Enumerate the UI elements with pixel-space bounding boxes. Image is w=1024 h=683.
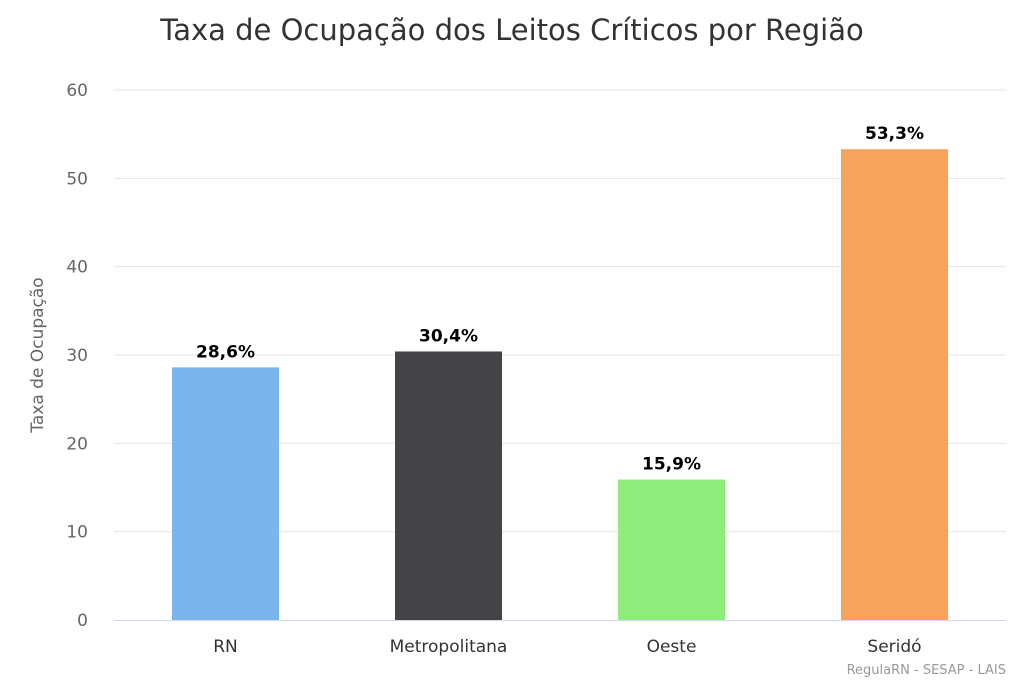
y-tick-label: 0 — [77, 611, 88, 631]
y-axis-label: Taxa de Ocupação — [28, 277, 48, 433]
x-axis-categories: RN Metropolitana Oeste Seridó — [213, 637, 921, 657]
data-label: 28,6% — [196, 342, 255, 362]
credits-text[interactable]: RegulaRN - SESAP - LAIS — [847, 663, 1006, 678]
chart-title: Taxa de Ocupação dos Leitos Críticos por… — [159, 13, 863, 47]
y-axis-ticks: 0 10 20 30 40 50 60 — [66, 81, 88, 631]
bar[interactable] — [840, 149, 949, 620]
data-label: 15,9% — [642, 455, 701, 475]
data-label: 30,4% — [419, 326, 478, 346]
x-category-label: Oeste — [647, 637, 697, 657]
bars — [171, 149, 949, 620]
data-labels: 28,6% 30,4% 15,9% 53,3% — [196, 124, 924, 474]
y-tick-label: 60 — [66, 81, 88, 101]
bar[interactable] — [394, 351, 503, 620]
bar[interactable] — [171, 367, 280, 620]
bar[interactable] — [617, 479, 726, 620]
y-tick-label: 10 — [66, 523, 88, 543]
y-tick-label: 20 — [66, 434, 88, 454]
y-tick-label: 40 — [66, 258, 88, 278]
x-category-label: Metropolitana — [390, 637, 508, 657]
x-category-label: Seridó — [867, 637, 921, 657]
data-label: 53,3% — [865, 124, 924, 144]
y-tick-label: 30 — [66, 346, 88, 366]
y-tick-label: 50 — [66, 169, 88, 189]
x-category-label: RN — [213, 637, 238, 657]
